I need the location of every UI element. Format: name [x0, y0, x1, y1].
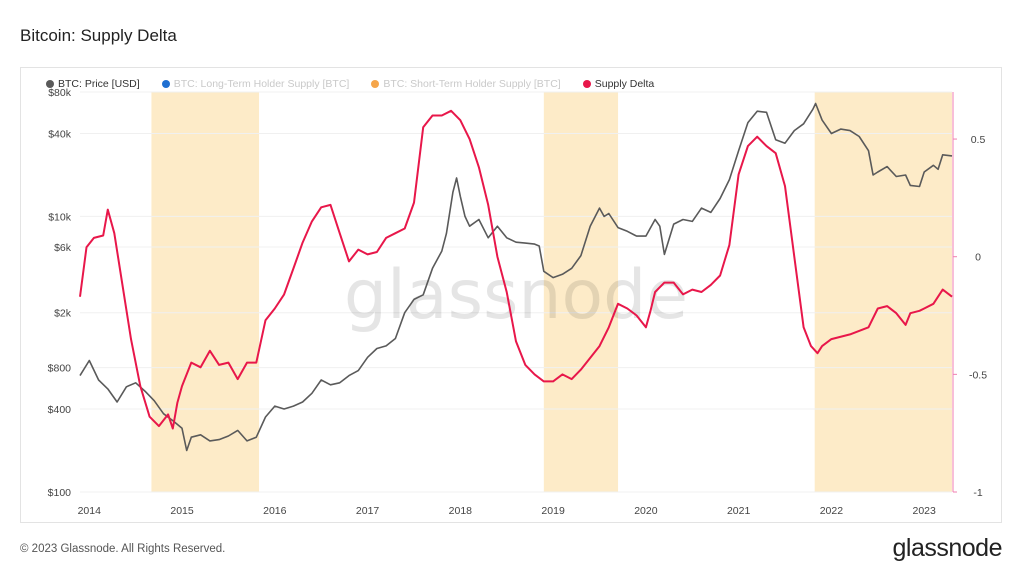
y-left-tick-label-4: $2k: [54, 308, 72, 320]
chart-title: Bitcoin: Supply Delta: [20, 26, 177, 45]
x-tick-label-4: 2018: [449, 505, 473, 517]
legend-label-lth-supply: BTC: Long-Term Holder Supply [BTC]: [173, 78, 350, 90]
y-right-tick-label-3: -1: [973, 487, 982, 499]
shaded-period-0: [151, 92, 260, 492]
legend-dot-lth-supply: [161, 80, 170, 88]
x-tick-label-7: 2021: [727, 505, 751, 517]
legend-label-supply-delta: Supply Delta: [594, 78, 655, 90]
y-left-tick-label-7: $100: [48, 487, 72, 499]
copyright-footer: © 2023 Glassnode. All Rights Reserved.: [20, 543, 226, 555]
x-tick-label-2: 2016: [263, 505, 287, 517]
y-left-tick-label-1: $40k: [48, 128, 72, 140]
chart-panel: [20, 67, 1002, 523]
shaded-period-1: [543, 92, 619, 492]
x-tick-label-1: 2015: [170, 505, 194, 517]
legend-label-price: BTC: Price [USD]: [58, 78, 140, 90]
y-left-tick-label-5: $800: [48, 363, 72, 375]
x-tick-label-6: 2020: [634, 505, 658, 517]
brand-logo: glassnode: [892, 534, 1003, 562]
watermark: glassnode: [344, 256, 688, 335]
legend-label-sth-supply: BTC: Short-Term Holder Supply [BTC]: [383, 78, 561, 90]
y-left-tick-label-6: $400: [48, 404, 72, 416]
x-tick-label-8: 2022: [820, 505, 844, 517]
legend-dot-price: [46, 80, 54, 88]
legend-item-lth-supply[interactable]: BTC: Long-Term Holder Supply [BTC]: [161, 78, 350, 90]
x-tick-label-5: 2019: [541, 505, 565, 517]
y-left-tick-label-3: $6k: [54, 242, 72, 254]
legend-dot-supply-delta: [582, 80, 591, 88]
x-tick-label-3: 2017: [356, 505, 380, 517]
x-tick-label-0: 2014: [78, 505, 102, 517]
chart-legend: BTC: Price [USD] BTC: Long-Term Holder S…: [46, 78, 654, 90]
legend-item-sth-supply[interactable]: BTC: Short-Term Holder Supply [BTC]: [371, 78, 561, 90]
x-tick-label-9: 2023: [912, 505, 936, 517]
y-left-tick-label-2: $10k: [48, 211, 72, 223]
y-right-tick-label-0: 0.5: [971, 134, 986, 146]
legend-item-price[interactable]: BTC: Price [USD]: [46, 78, 140, 90]
y-right-tick-label-1: 0: [975, 252, 981, 264]
shaded-period-2: [814, 92, 952, 492]
series-line-supply-delta: [79, 109, 953, 430]
legend-dot-sth-supply: [371, 80, 380, 88]
series-line-price: [79, 102, 953, 452]
legend-item-supply-delta[interactable]: Supply Delta: [582, 78, 655, 90]
y-right-tick-label-2: -0.5: [969, 369, 987, 381]
y-left-tick-label-0: $80k: [48, 87, 72, 99]
